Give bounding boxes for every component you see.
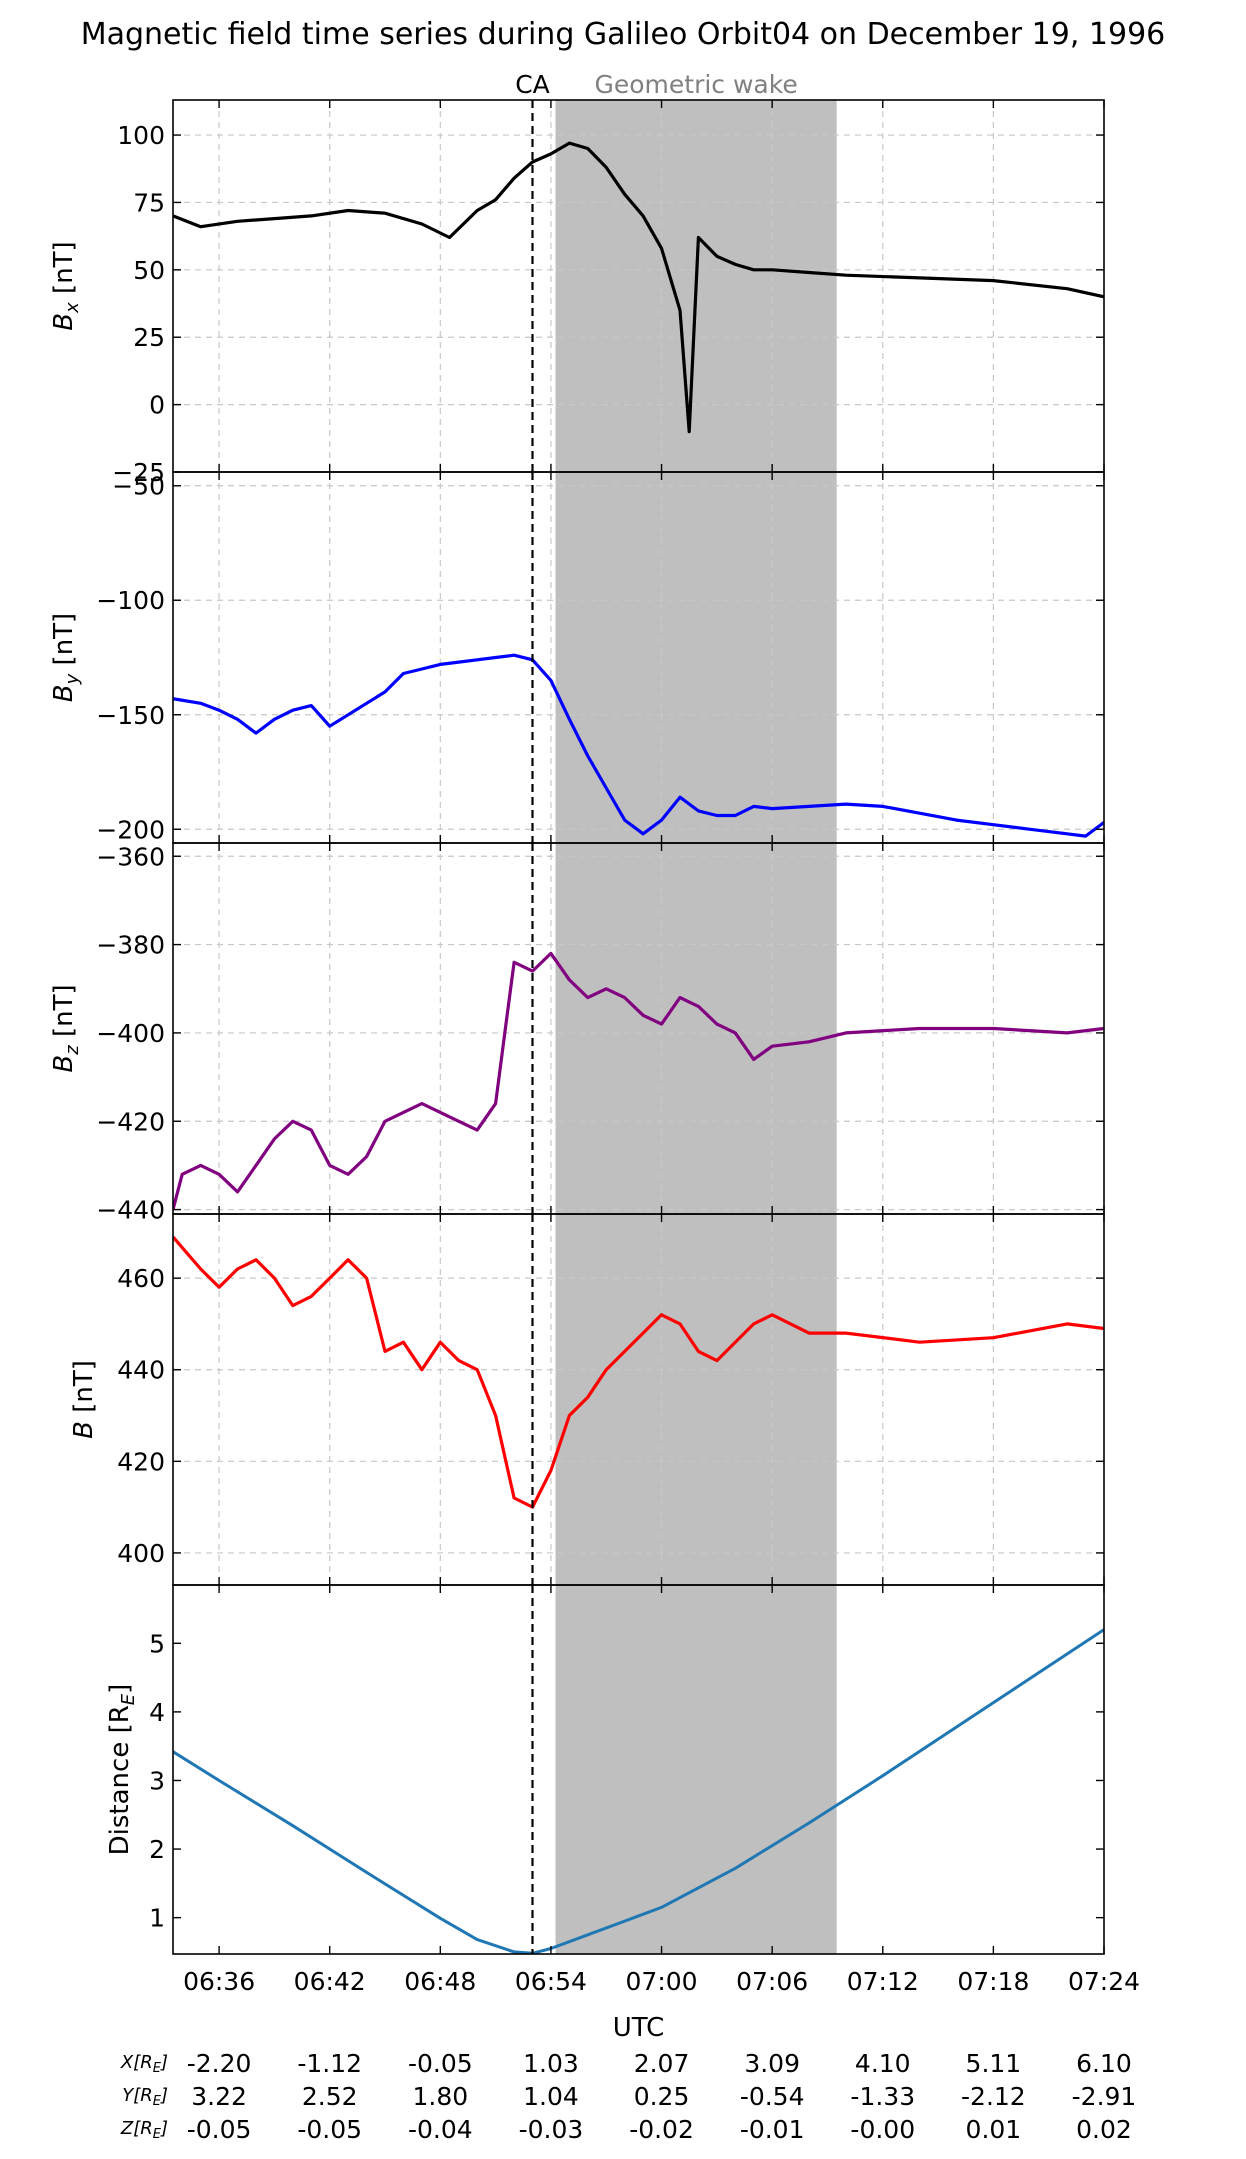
- y-tick-label: −200: [96, 815, 165, 844]
- position-table-cell: -0.05: [408, 2049, 473, 2078]
- x-tick-label: 06:36: [183, 1967, 255, 1996]
- grid-layer: [173, 100, 1105, 1585]
- x-axis-label: UTC: [613, 2013, 665, 2043]
- by-series-line: [173, 653, 1104, 838]
- position-table-cell: -0.01: [740, 2115, 805, 2144]
- y-tick-label: −360: [96, 842, 165, 871]
- distance-panel-frame: [172, 1584, 1105, 1955]
- y-tick-label: −100: [96, 586, 165, 615]
- position-table-cell: -0.02: [629, 2115, 694, 2144]
- y-tick-label: 100: [117, 121, 165, 150]
- y-tick-label: 5: [149, 1629, 165, 1658]
- x-tick-label: 06:54: [515, 1967, 587, 1996]
- position-table-cell: 5.11: [966, 2049, 1022, 2078]
- position-table-cell: -1.33: [850, 2082, 915, 2111]
- x-tick-label: 07:18: [957, 1967, 1029, 1996]
- geometric-wake-region: [555, 100, 837, 1954]
- y-tick-label: 3: [149, 1766, 165, 1795]
- wake-layer: [555, 100, 837, 1954]
- position-table-cell: 1.04: [523, 2082, 579, 2111]
- position-table: X[RE] -2.20 -1.12 -0.05 1.03 2.07 3.09 4.10 5.11…: [120, 2049, 1136, 2144]
- chart-title: Magnetic field time series during Galile…: [81, 17, 1166, 52]
- position-table-cell: 1.80: [412, 2082, 468, 2111]
- position-table-cell: 6.10: [1076, 2049, 1132, 2078]
- position-table-cell: 0.25: [634, 2082, 690, 2111]
- position-table-cell: -0.03: [519, 2115, 584, 2144]
- position-row-label: X[RE]: [120, 2052, 168, 2076]
- y-tick-label: 50: [133, 256, 165, 285]
- position-table-cell: -0.04: [408, 2115, 473, 2144]
- x-tick-label: 07:00: [626, 1967, 698, 1996]
- position-table-cell: 1.03: [523, 2049, 579, 2078]
- position-row-label: Y[RE]: [122, 2085, 168, 2109]
- y-tick-label: 1: [149, 1904, 165, 1933]
- y-tick-label: −400: [96, 1019, 165, 1048]
- position-table-cell: -0.05: [187, 2115, 252, 2144]
- y-tick-label: 4: [149, 1698, 165, 1727]
- y-tick-label: 460: [117, 1264, 165, 1293]
- wake-annotation: Geometric wake: [594, 70, 797, 99]
- ca-annotation: CA: [515, 70, 550, 99]
- x-tick-label: 07:24: [1068, 1967, 1140, 1996]
- y-tick-label: 0: [149, 391, 165, 420]
- position-table-cell: 2.07: [634, 2049, 690, 2078]
- y-tick-label: −150: [96, 701, 165, 730]
- y-tick-label: −50: [112, 472, 165, 501]
- y-tick-label: −380: [96, 931, 165, 960]
- bx-series-line: [173, 141, 1104, 434]
- position-table-cell: 0.02: [1076, 2115, 1132, 2144]
- bz-series-line: [173, 951, 1104, 1211]
- distance-y-axis-label: Distance [RE]: [105, 1684, 139, 1856]
- position-table-cell: -2.20: [187, 2049, 252, 2078]
- x-tick-label: 07:06: [736, 1967, 808, 1996]
- position-table-cell: 3.09: [744, 2049, 800, 2078]
- y-tick-label: −440: [96, 1196, 165, 1225]
- b-y-axis-label: B [nT]: [69, 1360, 99, 1439]
- bx-y-axis-label: Bx [nT]: [49, 241, 83, 330]
- position-table-cell: -0.54: [740, 2082, 805, 2111]
- distance-series-line: [173, 1628, 1104, 1954]
- y-tick-label: 2: [149, 1835, 165, 1864]
- position-table-cell: -1.12: [297, 2049, 362, 2078]
- y-tick-label: −25: [112, 458, 165, 487]
- y-tick-label: 440: [117, 1356, 165, 1385]
- y-tick-label: 25: [133, 323, 165, 352]
- position-table-cell: 0.01: [966, 2115, 1022, 2144]
- y-tick-label: −420: [96, 1107, 165, 1136]
- axes-layer: [172, 99, 1105, 1955]
- position-table-cell: 2.52: [302, 2082, 358, 2111]
- position-row-label: Z[RE]: [120, 2118, 168, 2142]
- position-table-cell: -2.91: [1072, 2082, 1137, 2111]
- x-tick-label: 06:42: [294, 1967, 366, 1996]
- y-tick-label: 420: [117, 1447, 165, 1476]
- position-table-cell: -0.00: [850, 2115, 915, 2144]
- position-table-cell: 4.10: [855, 2049, 911, 2078]
- y-tick-label: 400: [117, 1539, 165, 1568]
- position-table-cell: -0.05: [297, 2115, 362, 2144]
- x-tick-label: 06:48: [404, 1967, 476, 1996]
- position-table-cell: 3.22: [191, 2082, 247, 2111]
- position-table-cell: -2.12: [961, 2082, 1026, 2111]
- by-y-axis-label: By [nT]: [49, 613, 83, 702]
- y-tick-label: 75: [133, 188, 165, 217]
- x-tick-label: 07:12: [847, 1967, 919, 1996]
- bz-y-axis-label: Bz [nT]: [49, 984, 83, 1072]
